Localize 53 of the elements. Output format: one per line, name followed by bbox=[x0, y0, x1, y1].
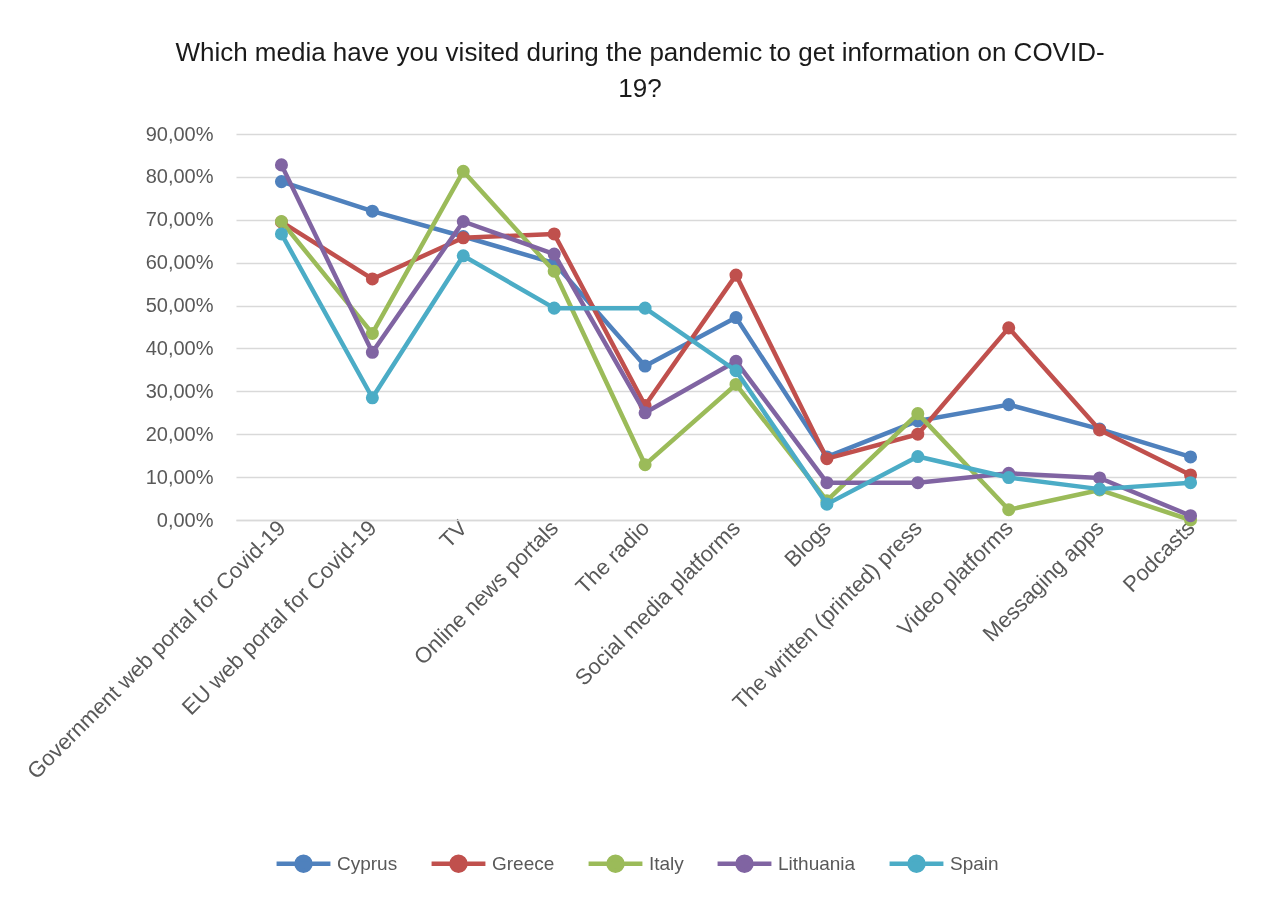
y-tick-label: 60,00% bbox=[145, 251, 214, 274]
y-tick-label: 0,00% bbox=[156, 508, 214, 531]
point bbox=[638, 359, 652, 373]
legend-label: Lithuania bbox=[778, 852, 856, 874]
point bbox=[729, 377, 743, 391]
y-tick-label: 90,00% bbox=[145, 122, 214, 145]
point bbox=[820, 476, 834, 490]
point bbox=[1184, 509, 1198, 523]
y-tick-label: 70,00% bbox=[145, 208, 214, 231]
point bbox=[365, 345, 379, 359]
point bbox=[547, 301, 561, 315]
point bbox=[365, 272, 379, 286]
point bbox=[274, 227, 288, 241]
legend-label: Italy bbox=[649, 852, 685, 874]
point bbox=[1002, 471, 1016, 485]
point bbox=[638, 406, 652, 420]
point bbox=[1002, 321, 1016, 335]
point bbox=[729, 364, 743, 378]
legend-label: Greece bbox=[492, 852, 555, 874]
point bbox=[274, 175, 288, 189]
point bbox=[911, 476, 925, 490]
point bbox=[729, 268, 743, 282]
point bbox=[456, 164, 470, 178]
y-tick-label: 20,00% bbox=[145, 422, 214, 445]
point bbox=[456, 214, 470, 228]
point bbox=[547, 264, 561, 278]
point bbox=[1184, 476, 1198, 490]
legend-label: Spain bbox=[950, 852, 999, 874]
x-tick-label: TV bbox=[434, 515, 473, 553]
point bbox=[911, 407, 925, 421]
point bbox=[911, 450, 925, 464]
point bbox=[456, 249, 470, 263]
y-tick-label: 10,00% bbox=[145, 465, 214, 488]
point bbox=[547, 247, 561, 261]
y-tick-label: 50,00% bbox=[145, 294, 214, 317]
point bbox=[547, 227, 561, 241]
legend-label: Cyprus bbox=[337, 852, 398, 874]
point bbox=[1002, 398, 1016, 412]
chart-title: Which media have you visited during the pandemic to get information on COVID-19? bbox=[175, 37, 1105, 103]
y-tick-label: 80,00% bbox=[145, 165, 214, 188]
point bbox=[638, 458, 652, 472]
point bbox=[365, 204, 379, 218]
point bbox=[1184, 450, 1198, 464]
point bbox=[729, 311, 743, 325]
point bbox=[1093, 471, 1107, 485]
point bbox=[365, 326, 379, 340]
point bbox=[638, 301, 652, 315]
point bbox=[911, 427, 925, 441]
y-tick-label: 30,00% bbox=[145, 379, 214, 402]
point bbox=[365, 391, 379, 405]
point bbox=[1002, 503, 1016, 517]
point bbox=[274, 158, 288, 172]
y-tick-label: 40,00% bbox=[145, 336, 214, 359]
